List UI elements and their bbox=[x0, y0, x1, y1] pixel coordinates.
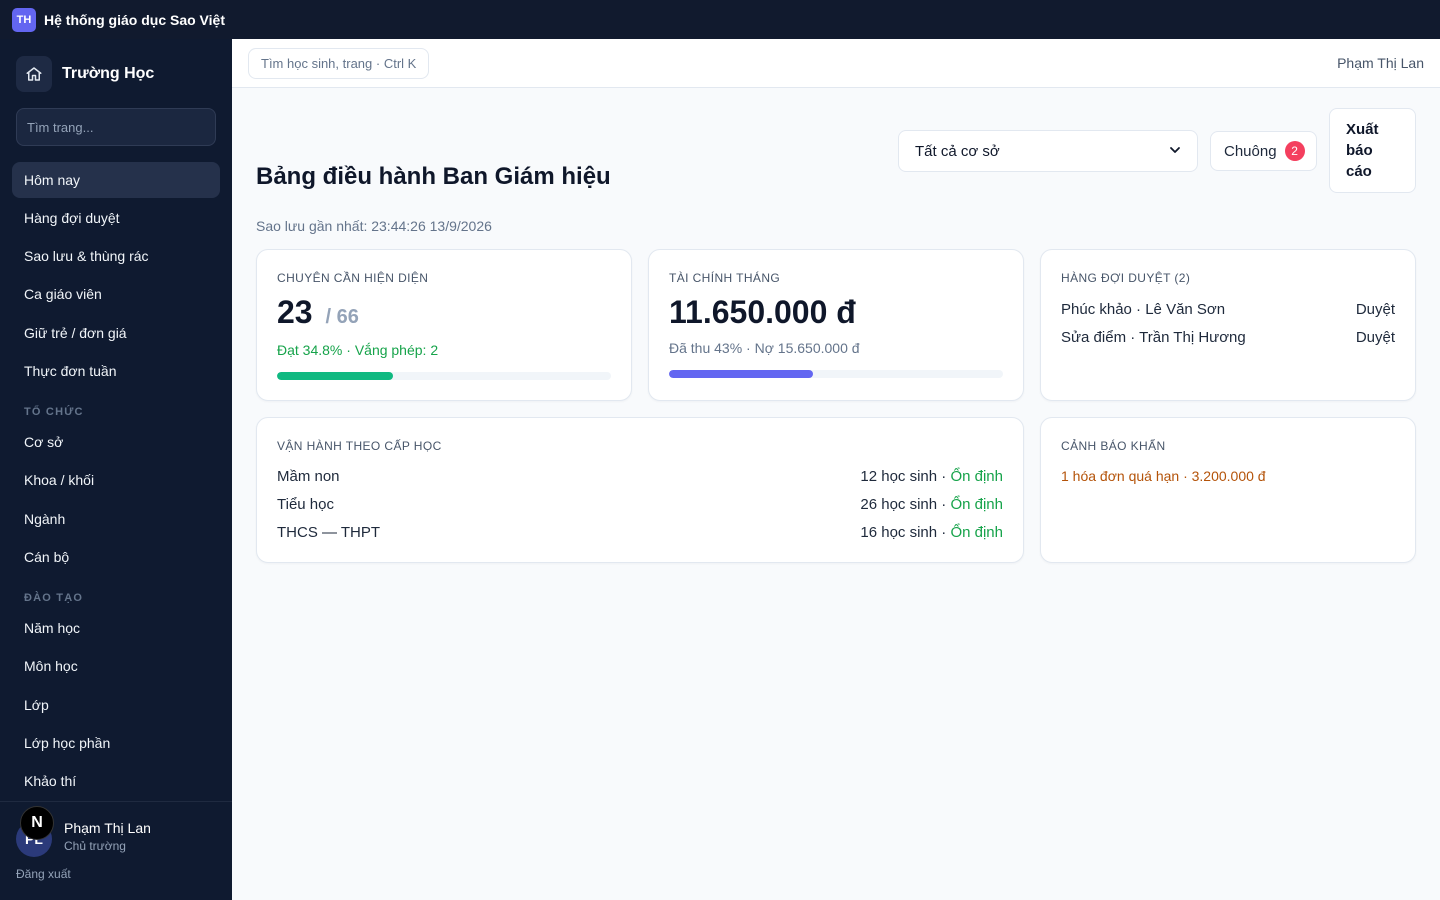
table-row: Tiểu học 26 học sinh · Ổn định bbox=[277, 496, 1003, 513]
nav-item-classes[interactable]: Lớp bbox=[24, 697, 49, 713]
brand-logo: TH bbox=[12, 7, 36, 32]
chevron-down-icon bbox=[1169, 143, 1181, 160]
level-name: THCS — THPT bbox=[277, 524, 381, 541]
alerts-label: CẢNH BÁO KHẨN bbox=[1061, 439, 1166, 453]
nav-item-weekly-menu[interactable]: Thực đơn tuần bbox=[24, 363, 117, 379]
export-report-button[interactable]: Xuất báo cáo bbox=[1329, 108, 1416, 193]
sidebar-user-panel: PL Phạm Thị Lan Chủ trường Đăng xuất bbox=[0, 801, 232, 900]
attendance-card: CHUYÊN CẦN HIỆN DIỆN 23 / 66 Đạt 34.8% ·… bbox=[256, 249, 632, 401]
notifications-button[interactable]: Chuông 2 bbox=[1210, 131, 1317, 171]
alert-message[interactable]: 1 hóa đơn quá hạn · 3.200.000 đ bbox=[1061, 468, 1266, 484]
nav-item-exams[interactable]: Khảo thí bbox=[24, 773, 77, 789]
status-badge: Ổn định bbox=[950, 524, 1003, 541]
list-item: Sửa điểm · Trần Thị Hương Duyệt bbox=[1061, 329, 1395, 346]
nav-item-childcare-rates[interactable]: Giữ trẻ / đơn giá bbox=[24, 325, 127, 341]
user-role: Chủ trường bbox=[64, 839, 126, 853]
level-stats: 26 học sinh · Ổn định bbox=[860, 496, 1003, 513]
attendance-progress-fill bbox=[277, 372, 394, 380]
global-search-button[interactable]: Tìm học sinh, trang · Ctrl K bbox=[248, 48, 430, 79]
queue-item-text: Phúc khảo · Lê Văn Sơn bbox=[1061, 301, 1226, 318]
urgent-alerts-card: CẢNH BÁO KHẨN 1 hóa đơn quá hạn · 3.200.… bbox=[1040, 417, 1416, 563]
table-row: THCS — THPT 16 học sinh · Ổn định bbox=[277, 524, 1003, 541]
finance-card: TÀI CHÍNH THÁNG 11.650.000 đ Đã thu 43% … bbox=[648, 249, 1024, 401]
operations-card: VẬN HÀNH THEO CẤP HỌC Mầm non 12 học sin… bbox=[256, 417, 1024, 563]
user-name: Phạm Thị Lan bbox=[64, 820, 151, 836]
last-backup-text: Sao lưu gần nhất: 23:44:26 13/9/2026 bbox=[256, 218, 492, 234]
status-badge: Ổn định bbox=[950, 496, 1003, 513]
logout-link[interactable]: Đăng xuất bbox=[16, 867, 71, 881]
operations-label: VẬN HÀNH THEO CẤP HỌC bbox=[277, 439, 442, 453]
queue-item-text: Sửa điểm · Trần Thị Hương bbox=[1061, 329, 1246, 346]
attendance-present: 23 bbox=[277, 294, 313, 330]
attendance-label: CHUYÊN CẦN HIỆN DIỆN bbox=[277, 271, 429, 285]
finance-summary: Đã thu 43% · Nợ 15.650.000 đ bbox=[669, 340, 860, 356]
finance-label: TÀI CHÍNH THÁNG bbox=[669, 271, 781, 285]
nav-item-majors[interactable]: Ngành bbox=[24, 511, 66, 527]
student-count: 12 học sinh · bbox=[860, 468, 947, 485]
attendance-summary: Đạt 34.8% · Vắng phép: 2 bbox=[277, 342, 439, 358]
table-row: Mầm non 12 học sinh · Ổn định bbox=[277, 468, 1003, 485]
notifications-count-badge: 2 bbox=[1284, 141, 1305, 161]
approve-button[interactable]: Duyệt bbox=[1355, 329, 1395, 346]
sidebar-search-input[interactable] bbox=[16, 108, 216, 146]
header-user-name[interactable]: Phạm Thị Lan bbox=[1337, 55, 1424, 71]
sidebar-title: Trường Học bbox=[62, 65, 155, 82]
approval-queue-card: HÀNG ĐỢI DUYỆT (2) Phúc khảo · Lê Văn Sơ… bbox=[1040, 249, 1416, 401]
main-header: Tìm học sinh, trang · Ctrl K Phạm Thị La… bbox=[232, 39, 1440, 88]
nav-item-today[interactable]: Hôm nay bbox=[12, 162, 220, 198]
sidebar: Trường Học Hôm nay Hàng đợi duyệt Sao lư… bbox=[0, 39, 232, 900]
attendance-total: / 66 bbox=[325, 306, 359, 328]
sidebar-header[interactable]: Trường Học bbox=[16, 56, 154, 92]
finance-progress bbox=[669, 370, 1003, 378]
student-count: 26 học sinh · bbox=[860, 496, 947, 513]
home-icon[interactable] bbox=[16, 56, 52, 92]
level-stats: 12 học sinh · Ổn định bbox=[860, 468, 1003, 485]
level-stats: 16 học sinh · Ổn định bbox=[860, 524, 1003, 541]
campus-select[interactable]: Tất cả cơ sở bbox=[898, 130, 1198, 172]
app-name: Hệ thống giáo dục Sao Việt bbox=[44, 11, 225, 28]
app-topbar: TH Hệ thống giáo dục Sao Việt bbox=[0, 0, 1440, 39]
attendance-count: 23 / 66 bbox=[277, 294, 359, 331]
page-title: Bảng điều hành Ban Giám hiệu bbox=[256, 163, 611, 190]
level-name: Tiểu học bbox=[277, 496, 334, 513]
nav-item-teacher-shifts[interactable]: Ca giáo viên bbox=[24, 286, 102, 302]
nav-item-school-year[interactable]: Năm học bbox=[24, 620, 81, 636]
nav-item-course-sections[interactable]: Lớp học phần bbox=[24, 735, 111, 751]
status-badge: Ổn định bbox=[950, 468, 1003, 485]
student-count: 16 học sinh · bbox=[860, 524, 947, 541]
notifications-label: Chuông bbox=[1224, 142, 1277, 160]
nav-item-staff[interactable]: Cán bộ bbox=[24, 549, 70, 565]
nav-item-approval-queue[interactable]: Hàng đợi duyệt bbox=[24, 210, 120, 226]
nav-item-departments[interactable]: Khoa / khối bbox=[24, 472, 95, 488]
campus-select-value: Tất cả cơ sở bbox=[915, 142, 1000, 160]
nav-section-organization: TỔ CHỨC bbox=[24, 406, 84, 418]
list-item: Phúc khảo · Lê Văn Sơn Duyệt bbox=[1061, 301, 1395, 318]
nav-section-training: ĐÀO TẠO bbox=[24, 592, 84, 604]
finance-progress-fill bbox=[669, 370, 813, 378]
level-name: Mầm non bbox=[277, 468, 340, 485]
nav-item-backup-trash[interactable]: Sao lưu & thùng rác bbox=[24, 248, 149, 264]
queue-label: HÀNG ĐỢI DUYỆT (2) bbox=[1061, 271, 1191, 285]
nav-item-subjects[interactable]: Môn học bbox=[24, 658, 78, 674]
attendance-progress bbox=[277, 372, 611, 380]
dev-tools-badge[interactable]: N bbox=[20, 806, 54, 840]
finance-amount: 11.650.000 đ bbox=[669, 294, 856, 330]
approve-button[interactable]: Duyệt bbox=[1355, 301, 1395, 318]
nav-item-campus[interactable]: Cơ sở bbox=[24, 434, 64, 450]
